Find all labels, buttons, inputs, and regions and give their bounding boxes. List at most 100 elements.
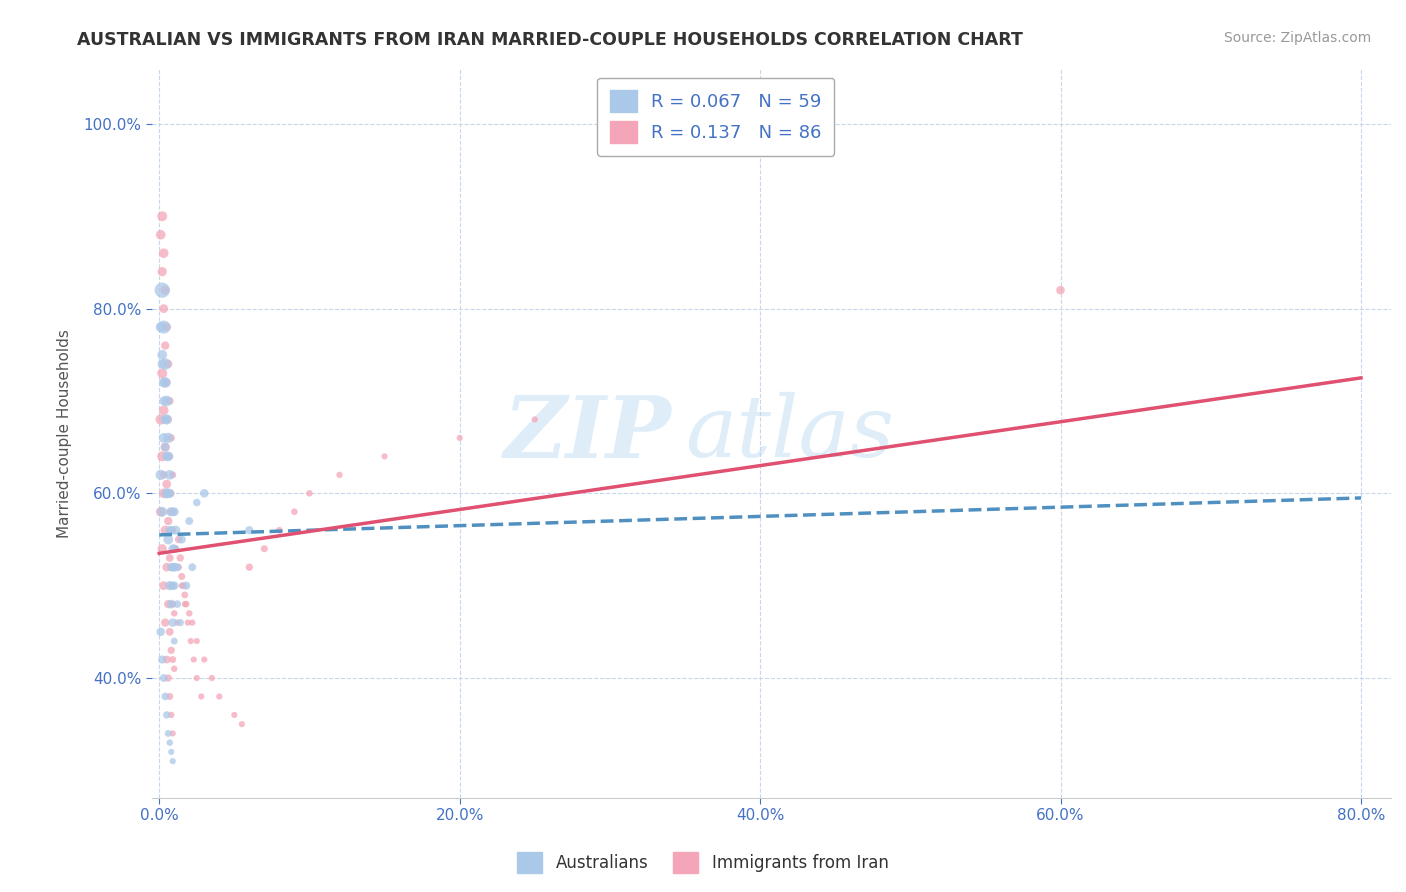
Point <box>152 403 174 417</box>
Point <box>160 486 183 500</box>
Point <box>174 597 197 611</box>
Text: AUSTRALIAN VS IMMIGRANTS FROM IRAN MARRIED-COUPLE HOUSEHOLDS CORRELATION CHART: AUSTRALIAN VS IMMIGRANTS FROM IRAN MARRI… <box>77 31 1024 49</box>
Point <box>159 624 181 639</box>
Point <box>186 495 208 509</box>
Point <box>166 560 188 574</box>
Point <box>150 505 173 519</box>
Point <box>231 717 253 731</box>
Point <box>157 486 180 500</box>
Point <box>159 579 181 593</box>
Point <box>1049 283 1071 297</box>
Point <box>156 320 179 334</box>
Point <box>152 376 174 390</box>
Point <box>149 467 172 482</box>
Point <box>156 708 179 723</box>
Point <box>169 551 191 566</box>
Point <box>156 486 179 500</box>
Point <box>159 467 181 482</box>
Point <box>163 560 186 574</box>
Point <box>157 431 180 445</box>
Point <box>155 376 177 390</box>
Point <box>152 320 174 334</box>
Point <box>157 412 180 426</box>
Text: ZIP: ZIP <box>505 392 672 475</box>
Point <box>156 412 179 426</box>
Point <box>193 652 215 666</box>
Point <box>298 486 321 500</box>
Point <box>157 671 180 685</box>
Point <box>160 431 183 445</box>
Point <box>165 541 187 556</box>
Point <box>238 560 260 574</box>
Point <box>156 652 179 666</box>
Point <box>155 440 177 454</box>
Point <box>283 505 305 519</box>
Point <box>150 652 173 666</box>
Point <box>152 467 174 482</box>
Point <box>269 523 291 537</box>
Point <box>160 745 183 759</box>
Point <box>162 754 184 768</box>
Point <box>190 690 212 704</box>
Point <box>170 579 193 593</box>
Point <box>166 615 188 630</box>
Point <box>253 541 276 556</box>
Point <box>155 338 177 352</box>
Point <box>224 708 246 723</box>
Point <box>165 523 187 537</box>
Point <box>238 523 260 537</box>
Point <box>152 431 174 445</box>
Point <box>155 283 177 297</box>
Point <box>162 579 184 593</box>
Text: atlas: atlas <box>685 392 894 475</box>
Point <box>157 533 180 547</box>
Point <box>149 505 172 519</box>
Legend: Australians, Immigrants from Iran: Australians, Immigrants from Iran <box>510 846 896 880</box>
Point <box>172 579 194 593</box>
Point <box>160 708 183 723</box>
Point <box>156 486 179 500</box>
Point <box>160 643 183 657</box>
Point <box>163 505 186 519</box>
Point <box>159 736 181 750</box>
Point <box>449 431 471 445</box>
Point <box>159 690 181 704</box>
Point <box>201 671 224 685</box>
Point <box>155 523 177 537</box>
Point <box>150 265 173 279</box>
Point <box>160 523 183 537</box>
Point <box>156 376 179 390</box>
Point <box>156 477 179 491</box>
Point <box>157 514 180 528</box>
Point <box>183 652 205 666</box>
Point <box>162 523 184 537</box>
Point <box>156 394 179 409</box>
Point <box>173 597 195 611</box>
Point <box>160 597 183 611</box>
Point <box>162 523 184 537</box>
Point <box>157 357 180 371</box>
Text: Source: ZipAtlas.com: Source: ZipAtlas.com <box>1223 31 1371 45</box>
Point <box>208 690 231 704</box>
Point <box>163 662 186 676</box>
Point <box>181 615 204 630</box>
Point <box>155 690 177 704</box>
Point <box>170 569 193 583</box>
Point <box>162 597 184 611</box>
Point <box>159 523 181 537</box>
Point <box>155 412 177 426</box>
Point <box>160 560 183 574</box>
Point <box>167 560 190 574</box>
Point <box>159 450 181 464</box>
Point <box>174 579 197 593</box>
Point <box>160 505 183 519</box>
Point <box>163 505 186 519</box>
Point <box>152 394 174 409</box>
Point <box>162 560 184 574</box>
Point <box>169 615 191 630</box>
Point <box>180 634 202 648</box>
Point <box>159 486 181 500</box>
Point <box>159 505 181 519</box>
Point <box>166 597 188 611</box>
Point <box>155 440 177 454</box>
